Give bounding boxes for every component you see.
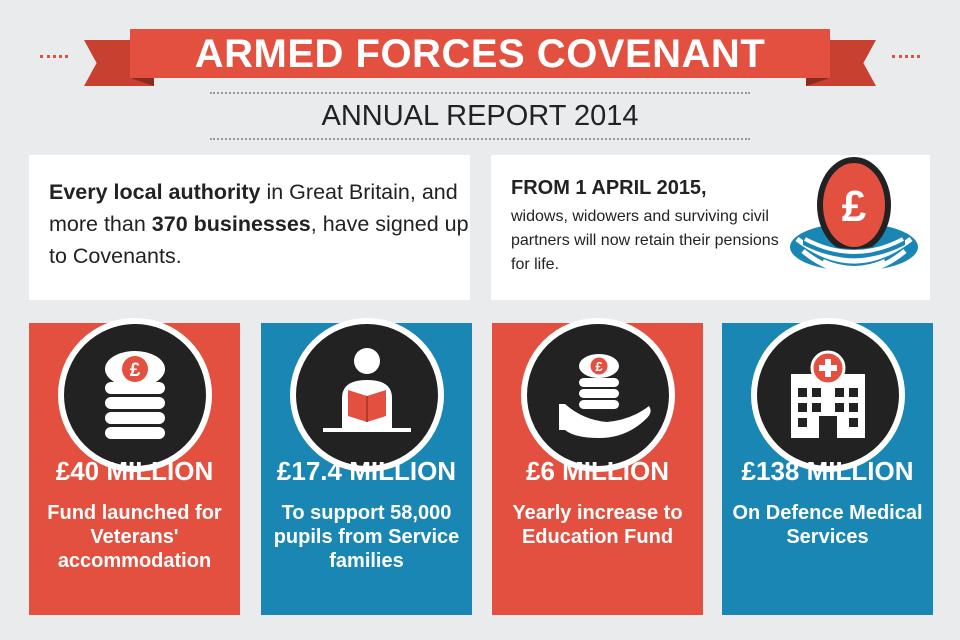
card-education-fund: £ £6 MILLION Yearly increase to Educatio… xyxy=(492,318,703,615)
pound-symbol: £ xyxy=(595,359,603,374)
highlight-local-authority: Every local authority xyxy=(49,180,261,204)
pound-symbol: £ xyxy=(130,360,141,381)
page-subtitle: ANNUAL REPORT 2014 xyxy=(321,100,639,132)
circle-badge: £ xyxy=(521,318,675,472)
left-dotted-ornament xyxy=(40,55,68,58)
card-amount: £17.4 MILLION xyxy=(276,456,457,486)
card-description: Fund launched for Veterans' accommodatio… xyxy=(47,502,222,572)
card-description: On Defence Medical Services xyxy=(732,502,923,548)
card-amount: £6 MILLION xyxy=(525,456,669,486)
text-segment: , have signed up to Covenants. xyxy=(49,212,469,268)
circle-badge xyxy=(290,318,444,472)
card-medical-services: £138 MILLION On Defence Medical Services xyxy=(722,318,933,615)
pension-date-heading: FROM 1 APRIL 2015, xyxy=(511,177,707,199)
card-amount: £40 MILLION xyxy=(55,456,214,486)
card-pupils-support: £17.4 MILLION To support 58,000 pupils f… xyxy=(261,318,472,615)
circle-badge: £ xyxy=(58,318,212,472)
divider-top xyxy=(210,92,750,94)
text-segment: in Great Britain, and more than xyxy=(49,180,458,236)
pound-symbol: £ xyxy=(842,182,867,231)
pension-panel: FROM 1 APRIL 2015, widows, widowers and … xyxy=(491,155,930,300)
right-dotted-ornament xyxy=(892,55,920,58)
circle-badge xyxy=(751,318,905,472)
card-description: To support 58,000 pupils from Service fa… xyxy=(273,502,460,572)
card-description: Yearly increase to Education Fund xyxy=(512,502,683,548)
card-amount: £138 MILLION xyxy=(741,456,914,486)
pound-egg-nest-icon: £ xyxy=(790,157,918,275)
pound-coin-stack-icon: £ xyxy=(105,351,165,439)
local-authority-text: Every local authority in Great Britain, … xyxy=(49,176,469,272)
card-veterans-fund: £ £40 MILLION Fund launched for Veterans… xyxy=(29,318,240,615)
hospital-building-icon xyxy=(791,350,865,438)
ribbon-fold-right xyxy=(806,78,830,86)
hand-holding-coins-icon: £ xyxy=(549,354,651,438)
divider-bottom xyxy=(210,138,750,140)
reading-student-icon xyxy=(323,348,411,432)
title-banner: ARMED FORCES COVENANT xyxy=(0,24,960,86)
local-authority-panel: Every local authority in Great Britain, … xyxy=(29,155,470,300)
pension-description: widows, widowers and surviving civil par… xyxy=(511,208,779,273)
highlight-businesses: 370 businesses xyxy=(151,212,311,236)
page-title: ARMED FORCES COVENANT xyxy=(130,29,830,78)
ribbon-fold-left xyxy=(130,78,154,86)
